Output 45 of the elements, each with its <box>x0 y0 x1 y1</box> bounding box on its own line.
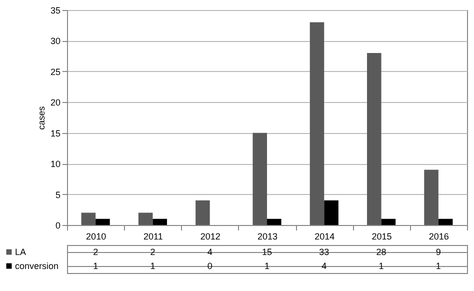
x-tick-label: 2016 <box>428 232 449 242</box>
data-label: 9 <box>436 247 441 257</box>
bar <box>96 218 110 225</box>
bar <box>367 53 382 225</box>
data-label: 0 <box>207 261 212 271</box>
x-tick-label: 2013 <box>257 232 278 242</box>
data-label: 1 <box>378 261 384 271</box>
bar <box>381 218 396 225</box>
y-axis-title: cases <box>36 106 46 130</box>
x-tick-label: 2015 <box>372 232 392 242</box>
y-tick-label: 10 <box>50 159 60 170</box>
bar <box>310 22 324 225</box>
x-tick-label: 2012 <box>200 232 220 242</box>
y-tick-label: 25 <box>50 66 60 77</box>
bar <box>252 132 267 225</box>
data-label: 1 <box>93 261 98 271</box>
data-label: 2 <box>93 247 98 257</box>
y-tick-label: 20 <box>50 98 60 108</box>
bar <box>267 218 282 225</box>
legend-label: conversion <box>15 261 59 271</box>
data-label: 28 <box>376 247 386 257</box>
bar <box>152 218 167 225</box>
data-label: 2 <box>150 247 156 257</box>
y-tick-label: 30 <box>50 36 60 46</box>
data-label: 15 <box>262 247 272 257</box>
data-label: 1 <box>264 261 270 271</box>
bar <box>438 218 453 225</box>
data-label: 4 <box>322 261 327 271</box>
y-tick-label: 35 <box>50 6 60 16</box>
y-tick-label: 5 <box>55 190 60 200</box>
x-tick-label: 2011 <box>144 232 163 242</box>
legend-label: LA <box>15 247 26 257</box>
data-label: 33 <box>319 247 330 257</box>
bar <box>138 212 153 225</box>
data-label: 4 <box>207 247 212 257</box>
x-tick-label: 2014 <box>314 232 335 242</box>
bar <box>324 200 338 225</box>
bar <box>424 170 438 225</box>
data-label: 1 <box>436 261 441 271</box>
bar <box>81 212 96 225</box>
x-tick-label: 2010 <box>86 232 106 242</box>
data-label: 1 <box>150 261 156 271</box>
bar <box>196 200 210 225</box>
y-tick-label: 15 <box>50 128 60 138</box>
y-tick-label: 0 <box>55 220 60 230</box>
